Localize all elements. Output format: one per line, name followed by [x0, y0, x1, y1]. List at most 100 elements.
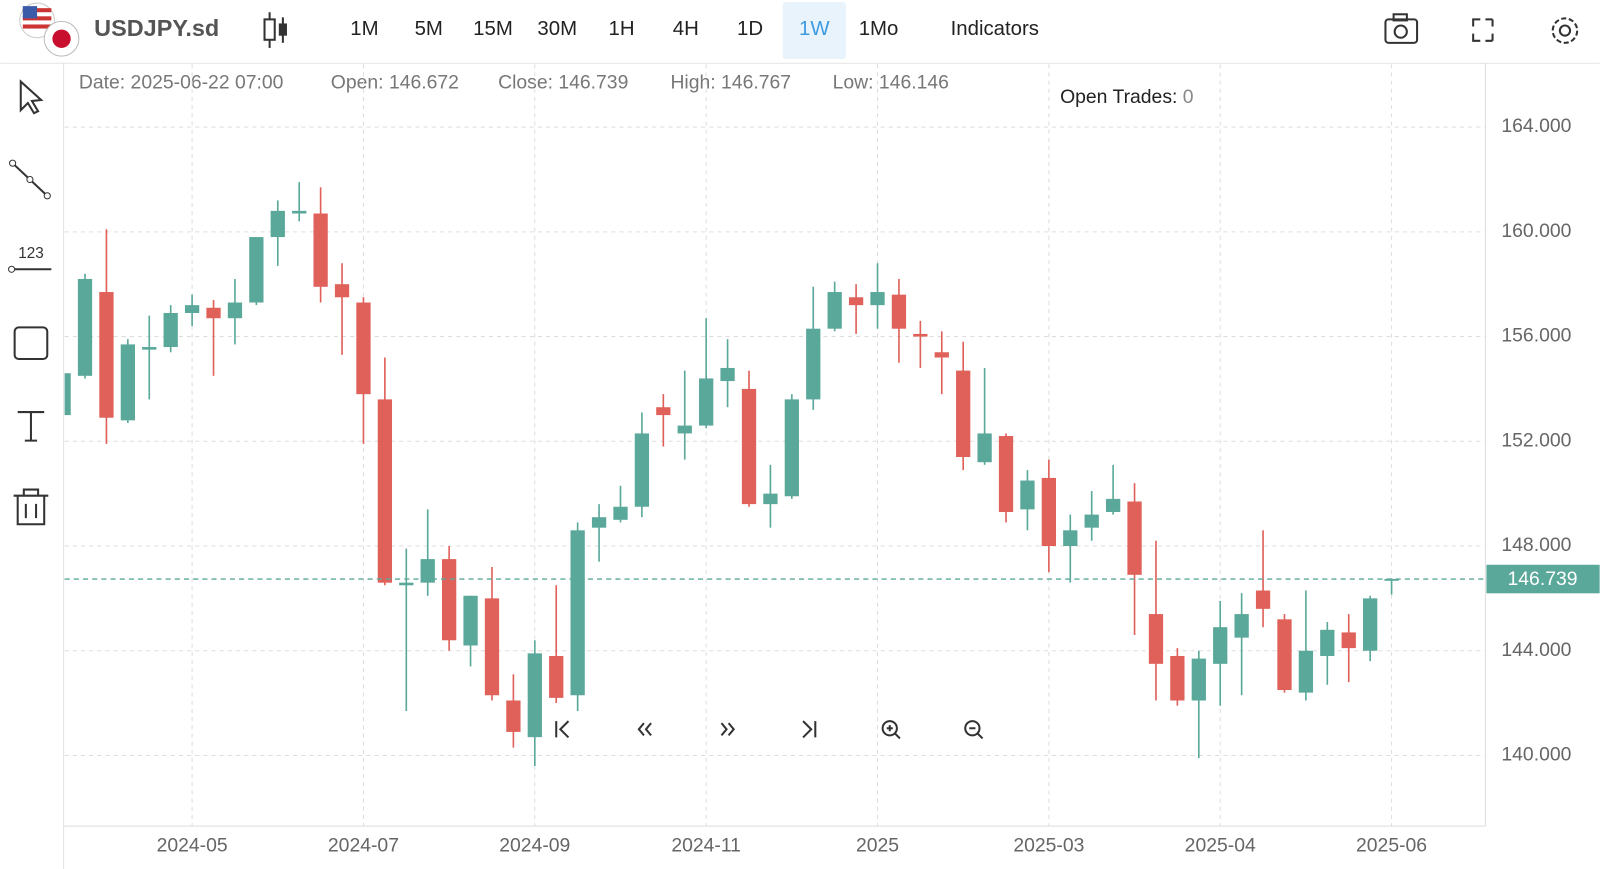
y-tick-label: 156.000: [1501, 325, 1571, 347]
timeframe-button[interactable]: 1Mo: [859, 18, 899, 40]
candle-body: [699, 378, 714, 426]
candle-body: [377, 399, 393, 583]
candle-body: [870, 292, 885, 306]
candle-body: [99, 292, 114, 418]
timeframe-button[interactable]: 1M: [350, 18, 378, 40]
candle-body: [249, 237, 264, 303]
active-timeframe-bg: [782, 2, 846, 60]
candle-body: [1234, 614, 1249, 638]
info-value: 146.146: [879, 72, 949, 94]
candle-body: [806, 328, 821, 400]
y-tick-label: 148.000: [1501, 534, 1571, 556]
timeframe-button[interactable]: 15M: [473, 18, 513, 40]
y-tick-label: 140.000: [1501, 744, 1571, 766]
info-label: Close:: [498, 72, 553, 94]
timeframe-button[interactable]: 1D: [737, 18, 763, 40]
candle-body: [206, 307, 221, 319]
candle-body: [634, 433, 650, 507]
candle-body: [1084, 514, 1099, 528]
chart-type-button[interactable]: [263, 12, 287, 48]
candle-body: [677, 425, 692, 434]
delete-tool[interactable]: [13, 488, 49, 526]
nav-forward[interactable]: [720, 722, 736, 737]
timeframe-button[interactable]: 1W: [799, 18, 830, 40]
measure-tool[interactable]: 123: [8, 245, 52, 273]
candle-body: [1105, 498, 1121, 512]
screenshot-button[interactable]: [1384, 13, 1419, 44]
candle-body: [334, 284, 350, 298]
symbol-flags[interactable]: [19, 2, 80, 57]
indicators-button[interactable]: Indicators: [951, 18, 1039, 40]
candle-body: [142, 347, 157, 350]
candle-body: [1384, 579, 1399, 581]
x-tick-label: 2024-07: [328, 835, 399, 857]
info-value: 146.739: [558, 72, 628, 94]
candle-body: [741, 388, 757, 505]
candle-body: [463, 595, 478, 646]
candle-body: [441, 559, 457, 641]
candle-body: [1255, 590, 1271, 609]
info-item: Date: 2025-06-22 07:00: [79, 72, 284, 94]
nav-end[interactable]: [802, 720, 817, 739]
candle-body: [292, 210, 307, 214]
candle-body: [1041, 477, 1057, 547]
candle-body: [1341, 632, 1356, 649]
zoom-in[interactable]: [881, 720, 901, 740]
info-item: Close: 146.739: [498, 72, 628, 94]
last-price-tag: [1486, 564, 1600, 594]
candle-body: [1020, 480, 1035, 510]
fullscreen-button[interactable]: [1472, 18, 1494, 42]
candle-body: [64, 373, 71, 416]
info-label: High:: [670, 72, 715, 94]
svg-text:123: 123: [18, 245, 44, 262]
candle-body: [913, 333, 928, 337]
timeframe-button[interactable]: 4H: [673, 18, 699, 40]
candle-body: [77, 278, 93, 376]
candle-body: [356, 302, 371, 395]
timeframe-button[interactable]: 30M: [537, 18, 577, 40]
candle-body: [399, 582, 414, 586]
x-tick-label: 2025: [856, 835, 899, 857]
text-tool[interactable]: [17, 411, 45, 442]
y-tick-label: 144.000: [1501, 639, 1571, 661]
candle-body: [270, 210, 285, 238]
info-item: High: 146.767: [670, 72, 791, 94]
candle-body: [784, 399, 799, 497]
candle-body: [1213, 627, 1228, 664]
info-value: 2025-06-22 07:00: [131, 72, 284, 94]
info-value: 146.672: [389, 72, 459, 94]
candle-body: [506, 700, 521, 732]
timeframe-button[interactable]: 5M: [415, 18, 443, 40]
candle-body: [613, 506, 628, 520]
open-trades: Open Trades: 0: [1060, 86, 1194, 108]
candle-body: [527, 653, 542, 738]
candle-body: [420, 559, 435, 583]
info-label: Open:: [331, 72, 384, 94]
candle-body: [570, 530, 585, 696]
candle-body: [120, 344, 135, 421]
candle-body: [977, 433, 992, 463]
nav-back[interactable]: [637, 722, 652, 737]
nav-start[interactable]: [555, 720, 570, 739]
zoom-out[interactable]: [964, 720, 984, 740]
trendline-tool[interactable]: [9, 159, 51, 200]
candle-body: [1127, 501, 1142, 575]
timeframe-button[interactable]: 1H: [608, 18, 634, 40]
info-item: Low: 146.146: [833, 72, 949, 94]
candle-body: [763, 493, 778, 505]
candle-body: [227, 302, 243, 319]
candle-body: [163, 312, 178, 348]
last-price-label: 146.739: [1508, 568, 1578, 590]
y-tick-label: 152.000: [1501, 429, 1571, 451]
cursor-tool[interactable]: [19, 79, 44, 115]
rectangle-tool[interactable]: [13, 326, 49, 361]
settings-button[interactable]: [1551, 17, 1579, 44]
info-value: 146.767: [721, 72, 791, 94]
candle-body: [184, 305, 200, 313]
candle-body: [848, 297, 864, 306]
y-tick-label: 164.000: [1501, 115, 1571, 137]
symbol[interactable]: USDJPY.sd: [94, 15, 219, 41]
candle-body: [998, 436, 1014, 512]
candle-body: [1063, 530, 1078, 547]
candle-body: [934, 352, 949, 358]
